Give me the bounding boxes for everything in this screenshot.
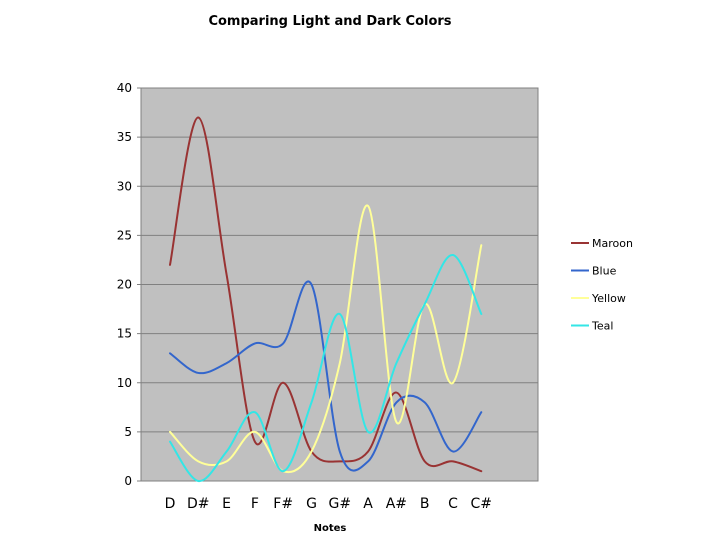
gridlines bbox=[141, 87, 538, 433]
x-tick-label-3: F bbox=[251, 496, 259, 512]
x-tick-label-10: C bbox=[448, 496, 458, 512]
x-tick-label-8: A# bbox=[386, 496, 407, 512]
y-tick-label-8: 40 bbox=[117, 81, 132, 95]
y-tick-label-3: 15 bbox=[117, 327, 132, 341]
y-tick-label-7: 35 bbox=[117, 130, 132, 144]
y-tick-label-6: 30 bbox=[117, 179, 132, 193]
x-tick-label-1: D# bbox=[187, 496, 210, 512]
x-tick-label-4: F# bbox=[273, 496, 293, 512]
legend-label-teal: Teal bbox=[591, 320, 613, 333]
series-line-teal bbox=[169, 254, 483, 483]
legend: Maroon Blue Yellow Teal bbox=[571, 237, 633, 333]
legend-label-yellow: Yellow bbox=[591, 292, 626, 305]
legend-label-maroon: Maroon bbox=[592, 237, 633, 250]
y-axis-ticks: 0 5 10 15 20 25 30 35 40 bbox=[117, 81, 141, 488]
y-tick-label-5: 25 bbox=[117, 228, 132, 242]
x-tick-label-9: B bbox=[420, 496, 430, 512]
chart-title: Comparing Light and Dark Colors bbox=[208, 14, 452, 29]
series-line-yellow bbox=[169, 204, 483, 474]
legend-label-blue: Blue bbox=[592, 265, 617, 278]
y-tick-label-0: 0 bbox=[124, 474, 132, 488]
y-tick-label-4: 20 bbox=[117, 278, 132, 292]
x-tick-label-2: E bbox=[222, 496, 231, 512]
x-tick-label-6: G# bbox=[329, 496, 352, 512]
x-tick-label-11: C# bbox=[471, 496, 493, 512]
x-axis-ticks: D D# E F F# G G# A A# B C C# bbox=[165, 496, 492, 512]
x-tick-label-0: D bbox=[165, 496, 176, 512]
y-tick-label-2: 10 bbox=[117, 376, 132, 390]
x-tick-label-7: A bbox=[363, 496, 373, 512]
x-axis-label: Notes bbox=[314, 523, 347, 534]
series-lines bbox=[169, 116, 483, 483]
x-tick-label-5: G bbox=[306, 496, 317, 512]
series-line-blue bbox=[169, 280, 483, 472]
y-tick-label-1: 5 bbox=[124, 425, 132, 439]
